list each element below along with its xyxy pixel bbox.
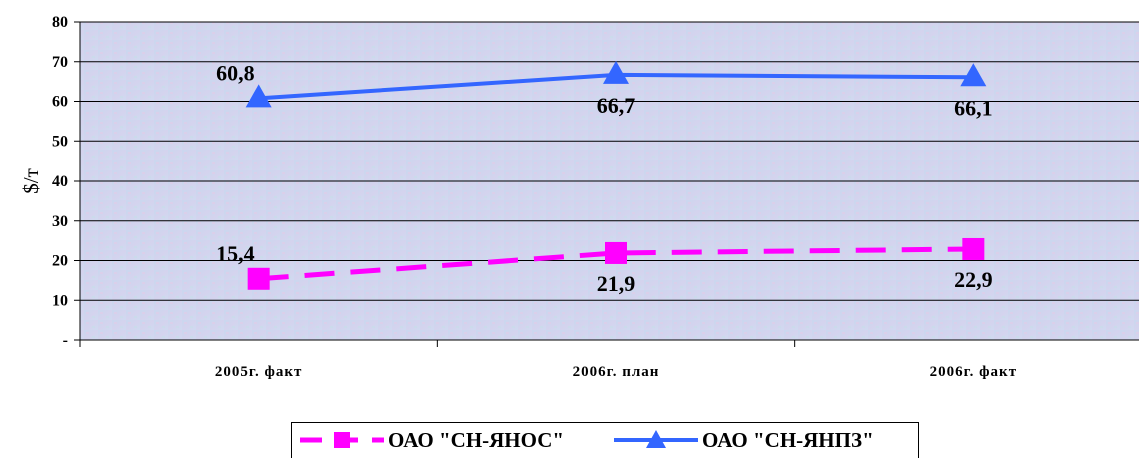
legend-item-series-2: ОАО "СН-ЯНПЗ" [610,423,874,457]
x-tick-label: 2006г. план [573,364,660,380]
data-label: 21,9 [597,271,636,296]
y-tick-label: 60 [52,94,68,111]
series-1-point [605,241,627,264]
legend-item-series-1: ОАО "СН-ЯНОС" [296,423,564,457]
x-tick-label: 2006г. факт [930,364,1018,380]
series-1-point [962,237,985,260]
y-tick-label: 80 [52,14,68,31]
series-1-point [247,267,270,290]
axes: - 10 20 30 40 50 60 70 80 2005г. факт 2006г. план 2… [52,14,1139,380]
data-label: 66,7 [597,93,636,118]
data-label: 60,8 [216,60,255,85]
y-tick-label: 40 [52,173,68,190]
y-tick-label: 20 [52,253,68,270]
y-tick-label: 30 [52,213,68,230]
data-labels: 15,4 21,9 22,9 60,8 66,7 66,1 [216,60,992,296]
y-axis-title: $/т [19,168,43,194]
legend-swatch-dashed-square [300,432,384,448]
data-label: 15,4 [216,241,255,266]
data-label: 22,9 [954,267,993,292]
y-tick-label: 10 [52,292,68,309]
series-2-point [603,60,629,84]
series-line-1 [258,246,974,282]
x-tick-label: 2005г. факт [215,364,303,380]
legend-label-series-2: ОАО "СН-ЯНПЗ" [702,427,874,452]
line-chart: - 10 20 30 40 50 60 70 80 2005г. факт 2006г. план 2… [19,14,1139,380]
legend-swatch-solid-triangle [614,430,698,448]
data-label: 66,1 [954,95,993,120]
legend-label-series-1: ОАО "СН-ЯНОС" [388,427,565,452]
y-tick-label: - [63,332,68,349]
series [245,60,987,290]
series-2-point [960,63,987,87]
series-2-point [245,84,272,108]
y-tick-label: 70 [52,54,68,71]
y-tick-label: 50 [52,133,68,150]
legend: ОАО "СН-ЯНОС" ОАО "СН-ЯНПЗ" [291,422,919,458]
